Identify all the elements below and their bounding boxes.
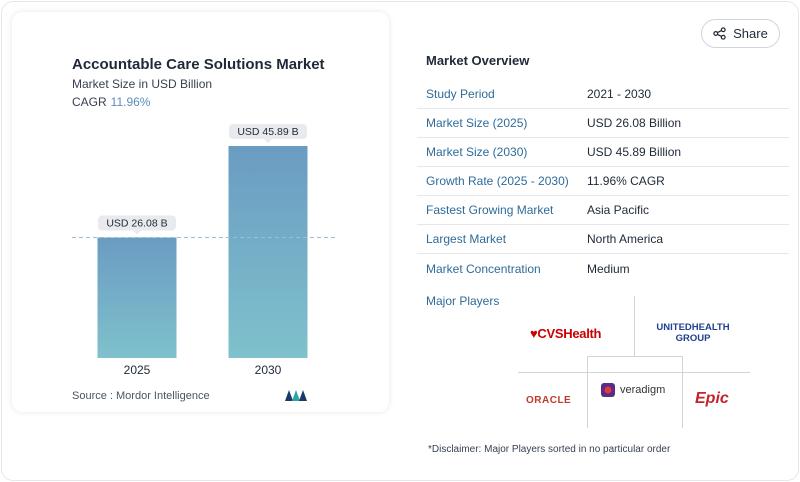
x-tick-label: 2030: [255, 363, 282, 377]
data-label: USD 45.89 B: [237, 126, 298, 138]
oracle-logo[interactable]: ORACLE: [526, 395, 572, 406]
overview-table: Study Period 2021 - 2030 Market Size (202…: [417, 80, 789, 283]
divider: [518, 372, 750, 373]
unitedhealth-group-logo[interactable]: UNITEDHEALTH GROUP: [656, 322, 730, 344]
overview-row: Market Concentration Medium: [417, 254, 789, 283]
overview-key: Study Period: [426, 87, 495, 101]
disclaimer: *Disclaimer: Major Players sorted in no …: [428, 444, 671, 455]
veradigm-logo[interactable]: veradigm: [600, 382, 665, 398]
cagr-label: CAGR: [72, 95, 107, 109]
cvs-logo-text: CVSHealth: [537, 326, 602, 341]
veradigm-mark-icon: [601, 383, 615, 397]
chart-card: USD 26.08 B 2025 USD 45.89 B 2030 Accountab…: [12, 12, 389, 412]
data-label: USD 26.08 B: [106, 218, 167, 230]
veradigm-logo-text: veradigm: [620, 384, 666, 396]
share-icon: [713, 27, 726, 40]
overview-key: Fastest Growing Market: [426, 203, 554, 217]
share-label: Share: [733, 26, 768, 41]
overview-key: Growth Rate (2025 - 2030): [426, 174, 569, 188]
major-players-label: Major Players: [426, 294, 500, 308]
share-button[interactable]: Share: [701, 19, 780, 48]
overview-value: USD 45.89 Billion: [587, 145, 682, 159]
overview-title: Market Overview: [426, 53, 530, 68]
data-label-pill: [98, 215, 176, 231]
overview-row: Fastest Growing Market Asia Pacific: [417, 196, 789, 225]
data-label-pill: [229, 124, 307, 139]
data-label-pointer: [133, 230, 141, 235]
divider: [587, 356, 683, 357]
bar-2025: [97, 237, 177, 358]
chart-subtitle: Market Size in USD Billion: [72, 77, 213, 91]
divider: [682, 356, 683, 428]
overview-key: Market Concentration: [426, 261, 541, 276]
x-tick-label: 2025: [124, 363, 151, 377]
overview-key: Market Size (2025): [426, 116, 528, 130]
divider: [587, 356, 588, 428]
data-label-pointer: [264, 139, 272, 143]
cvs-health-logo[interactable]: ♥CVSHealth: [530, 326, 601, 341]
overview-row: Growth Rate (2025 - 2030) 11.96% CAGR: [417, 167, 789, 196]
bar-2030: [228, 146, 308, 358]
chart-title: Accountable Care Solutions Market: [72, 56, 325, 73]
overview-row: Largest Market North America: [417, 225, 789, 254]
chart-source: Source : Mordor Intelligence: [72, 390, 210, 402]
chart-cagr: CAGR 11.96%: [72, 95, 150, 109]
overview-row: Market Size (2025) USD 26.08 Billion: [417, 109, 789, 138]
overview-value: Medium: [587, 261, 630, 276]
overview-value: 2021 - 2030: [587, 87, 652, 101]
heart-icon: ♥: [530, 326, 538, 341]
overview-value: Asia Pacific: [587, 203, 650, 217]
cagr-value: 11.96%: [110, 95, 151, 109]
epic-logo[interactable]: Epic: [695, 390, 729, 407]
divider: [634, 296, 635, 356]
overview-row: Study Period 2021 - 2030: [417, 80, 789, 109]
overview-key: Market Size (2030): [426, 145, 528, 159]
overview-value: North America: [587, 232, 664, 246]
mordor-logo-icon: [285, 390, 307, 401]
bar-chart: USD 26.08 B 2025 USD 45.89 B 2030: [72, 124, 337, 377]
overview-key: Largest Market: [426, 232, 507, 246]
overview-row: Market Size (2030) USD 45.89 Billion: [417, 138, 789, 167]
overview-value: 11.96% CAGR: [587, 174, 665, 188]
overview-value: USD 26.08 Billion: [587, 116, 682, 130]
